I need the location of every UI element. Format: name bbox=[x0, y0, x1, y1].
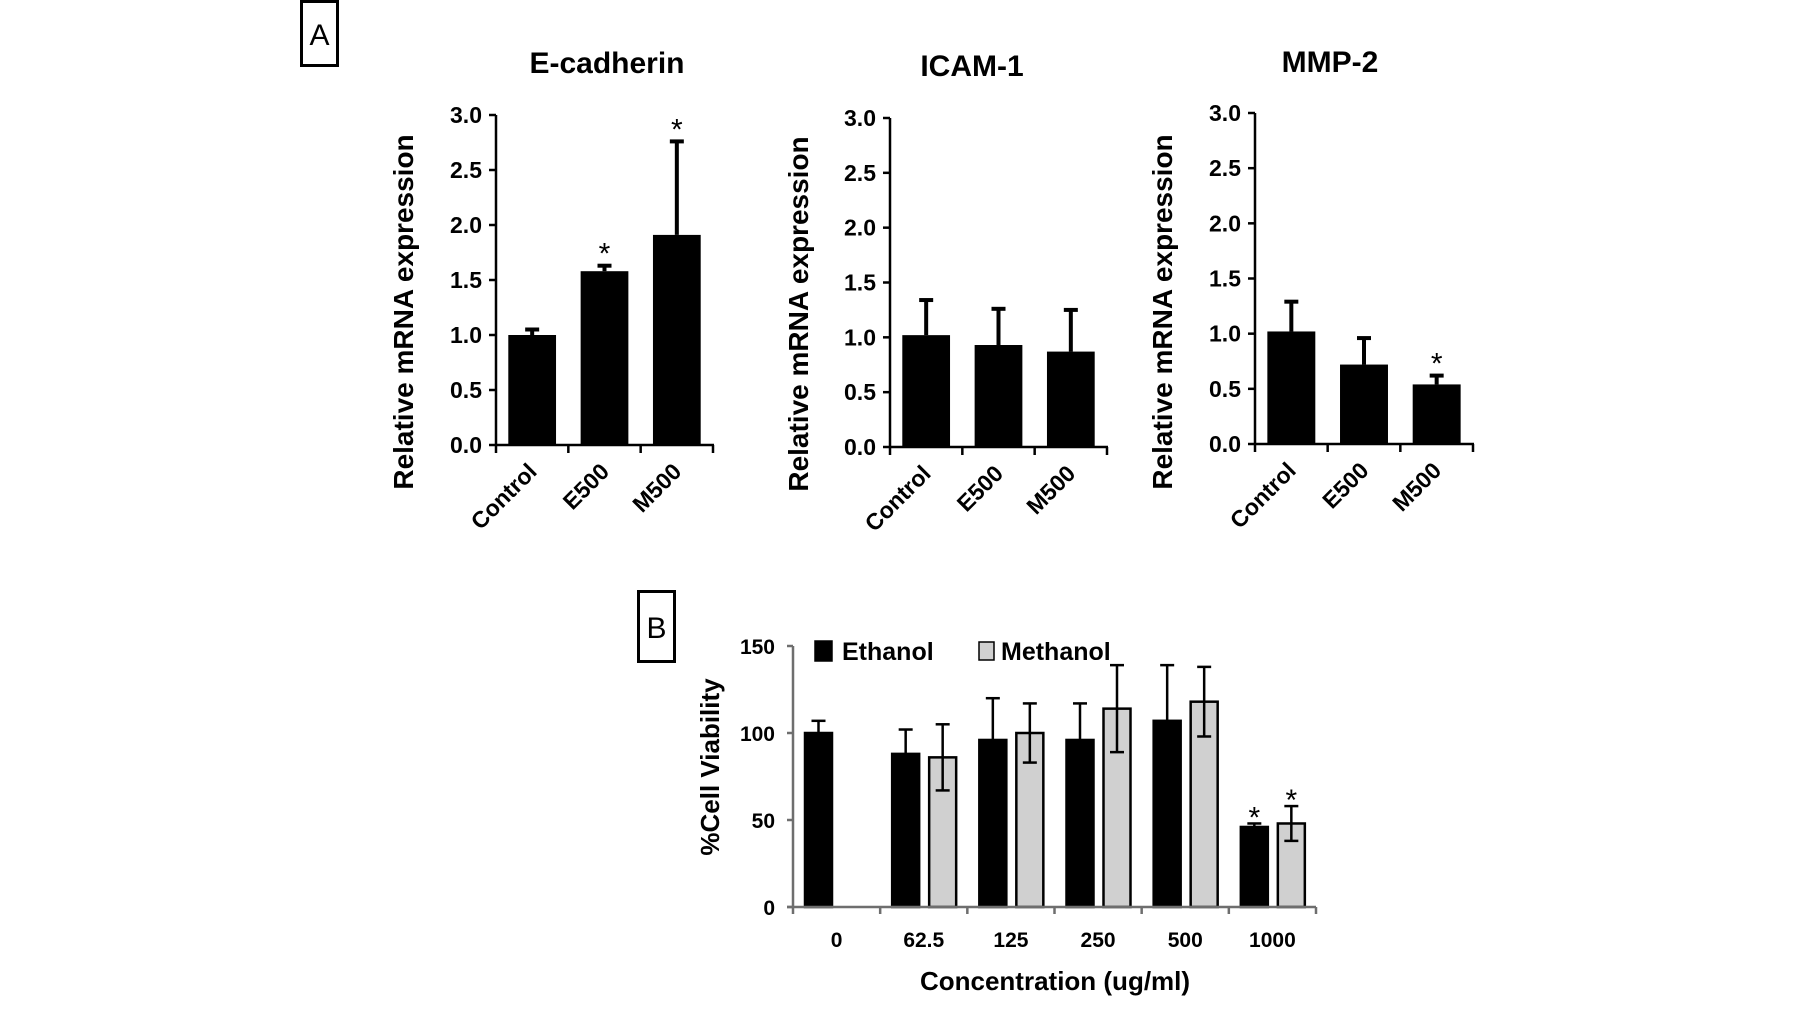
chart-e-cadherin: E-cadherin Relative mRNA expression Cont… bbox=[388, 47, 715, 534]
y-tick-label: 0.0 bbox=[844, 434, 876, 460]
legend: Ethanol Methanol bbox=[814, 638, 1111, 666]
y-tick-label: 2.0 bbox=[844, 215, 876, 241]
y-tick-label: 0.5 bbox=[450, 377, 482, 403]
x-tick-label: 0 bbox=[831, 929, 843, 952]
x-tick-label: M500 bbox=[1021, 460, 1080, 519]
y-tick-label: 2.5 bbox=[844, 160, 876, 186]
bar-ethanol bbox=[1239, 825, 1270, 909]
chart-cell-viability: %Cell Viability Concentration (ug/ml) Et… bbox=[695, 636, 1318, 996]
x-tick-label: 1000 bbox=[1249, 929, 1296, 952]
x-tick-label: E500 bbox=[1317, 457, 1373, 513]
significance-marker: * bbox=[1431, 348, 1443, 381]
chart-mmp-2: MMP-2 Relative mRNA expression Control E5… bbox=[1147, 46, 1475, 533]
bar-ethanol bbox=[978, 738, 1008, 909]
y-tick-label: 0 bbox=[763, 897, 775, 920]
panel-b-box bbox=[637, 590, 676, 663]
y-tick-label: 2.5 bbox=[450, 157, 482, 183]
x-tick-label: 500 bbox=[1168, 929, 1203, 952]
panel-b-label: B bbox=[637, 590, 676, 663]
y-tick-label: 2.0 bbox=[1209, 210, 1241, 236]
bar-control bbox=[902, 335, 951, 447]
legend-label-ethanol: Ethanol bbox=[842, 638, 934, 666]
bar-ethanol bbox=[890, 752, 921, 909]
bar-e500 bbox=[1340, 364, 1388, 444]
y-tick-label: 1.0 bbox=[450, 322, 482, 348]
panel-a-text: A bbox=[309, 19, 329, 52]
x-tick-label: 62.5 bbox=[903, 929, 944, 952]
legend-item-ethanol: Ethanol bbox=[814, 638, 934, 666]
y-tick-label: 1.5 bbox=[450, 267, 482, 293]
y-tick-label: 150 bbox=[740, 636, 775, 659]
legend-label-methanol: Methanol bbox=[1001, 638, 1111, 666]
bar-ethanol bbox=[1065, 738, 1095, 909]
panel-a-label: A bbox=[300, 0, 339, 67]
significance-marker: * bbox=[1285, 784, 1297, 817]
x-tick-label: 250 bbox=[1081, 929, 1116, 952]
y-tick-label: 0.5 bbox=[844, 379, 876, 405]
x-tick-label: Control bbox=[860, 460, 936, 536]
x-axis-label: Concentration (ug/ml) bbox=[920, 966, 1190, 996]
y-tick-label: 0.0 bbox=[450, 432, 482, 458]
chart-icam-1: ICAM-1 Relative mRNA expression Control E… bbox=[783, 50, 1109, 536]
y-axis-label: Relative mRNA expression bbox=[388, 134, 419, 489]
legend-swatch-ethanol bbox=[814, 640, 833, 662]
bar-m500 bbox=[1046, 351, 1095, 447]
y-tick-label: 3.0 bbox=[844, 105, 876, 131]
bar-ethanol bbox=[803, 731, 834, 909]
y-tick-label: 3.0 bbox=[450, 102, 482, 128]
significance-marker: * bbox=[599, 238, 611, 271]
significance-marker: * bbox=[671, 113, 683, 146]
legend-item-methanol: Methanol bbox=[978, 638, 1111, 666]
chart-title: ICAM-1 bbox=[920, 50, 1023, 83]
y-axis-label: Relative mRNA expression bbox=[1147, 134, 1178, 489]
bar-control bbox=[508, 335, 557, 445]
significance-marker: * bbox=[1248, 801, 1260, 834]
panel-b-text: B bbox=[646, 612, 666, 645]
y-tick-label: 100 bbox=[740, 723, 775, 746]
bar-e500 bbox=[580, 271, 629, 445]
bar-ethanol bbox=[1152, 719, 1182, 909]
x-tick-label: M500 bbox=[627, 458, 686, 517]
y-tick-label: 50 bbox=[752, 810, 775, 833]
chart-title: MMP-2 bbox=[1282, 46, 1379, 79]
y-axis-label: Relative mRNA expression bbox=[783, 136, 814, 491]
y-tick-label: 3.0 bbox=[1209, 100, 1241, 126]
x-tick-label: E500 bbox=[558, 458, 614, 514]
x-tick-label: E500 bbox=[952, 460, 1008, 516]
bar-m500 bbox=[652, 234, 701, 445]
y-tick-label: 2.5 bbox=[1209, 155, 1241, 181]
y-tick-label: 0.5 bbox=[1209, 376, 1241, 402]
y-tick-label: 1.0 bbox=[1209, 321, 1241, 347]
y-axis-label: %Cell Viability bbox=[695, 678, 725, 856]
x-tick-label: Control bbox=[466, 458, 542, 534]
x-tick-label: Control bbox=[1225, 457, 1301, 533]
y-tick-label: 0.0 bbox=[1209, 431, 1241, 457]
panel-a-box bbox=[300, 0, 339, 67]
bar-e500 bbox=[974, 345, 1023, 447]
x-tick-label: 125 bbox=[993, 929, 1028, 952]
legend-swatch-methanol bbox=[978, 641, 995, 661]
y-tick-label: 1.0 bbox=[844, 324, 876, 350]
bar-control bbox=[1267, 331, 1316, 444]
y-tick-label: 2.0 bbox=[450, 212, 482, 238]
x-tick-label: M500 bbox=[1387, 457, 1446, 516]
bar-m500 bbox=[1412, 384, 1461, 444]
y-tick-label: 1.5 bbox=[1209, 266, 1241, 292]
y-tick-label: 1.5 bbox=[844, 270, 876, 296]
chart-title: E-cadherin bbox=[529, 47, 684, 80]
